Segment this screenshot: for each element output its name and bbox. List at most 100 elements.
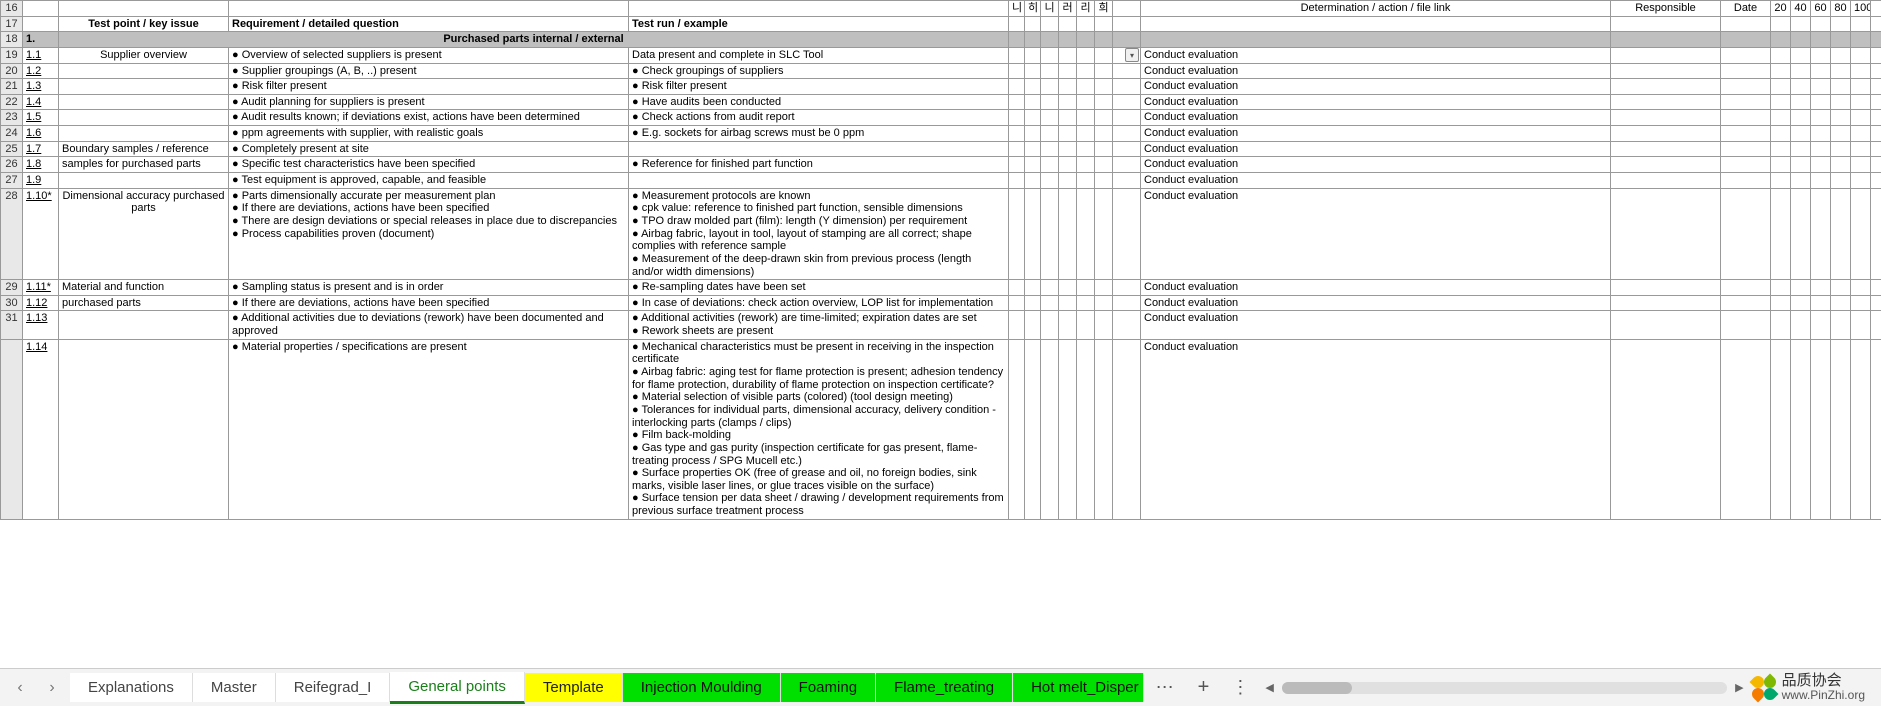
dropdown-cell[interactable] <box>1113 126 1141 142</box>
sheet-tab[interactable]: Hot melt_Disper <box>1013 673 1144 702</box>
sheet-tab[interactable]: Master <box>193 673 276 702</box>
row-id: 1.4 <box>23 94 59 110</box>
sheet-tab[interactable]: Flame_treating <box>876 673 1013 702</box>
test-point-cell: samples for purchased parts <box>59 157 229 173</box>
gap-cell <box>1871 280 1881 296</box>
table-row[interactable]: 311.13● Additional activities due to dev… <box>1 311 1881 339</box>
test-point-cell <box>59 311 229 339</box>
determination-cell: Conduct evaluation <box>1141 79 1611 95</box>
narrow-cell <box>1041 157 1059 173</box>
narrow-cell <box>1059 47 1077 63</box>
dropdown-cell[interactable] <box>1113 94 1141 110</box>
add-sheet-button[interactable]: + <box>1188 676 1220 699</box>
test-run-cell: ● Additional activities (rework) are tim… <box>629 311 1009 339</box>
spreadsheet-grid[interactable]: 16 니 히 니 러 리 희 Determination / action / … <box>0 0 1881 520</box>
row-number[interactable]: 17 <box>1 16 23 32</box>
responsible-cell <box>1611 280 1721 296</box>
percent-cell <box>1811 173 1831 189</box>
dropdown-cell[interactable] <box>1113 63 1141 79</box>
hscroll-left[interactable]: ◀ <box>1261 681 1277 694</box>
percent-cell <box>1831 94 1851 110</box>
table-row[interactable]: 231.5● Audit results known; if deviation… <box>1 110 1881 126</box>
narrow-cell <box>1095 79 1113 95</box>
date-cell <box>1721 47 1771 63</box>
requirement-cell: ● Test equipment is approved, capable, a… <box>229 173 629 189</box>
table-row[interactable]: 221.4● Audit planning for suppliers is p… <box>1 94 1881 110</box>
gap-cell <box>1871 79 1881 95</box>
dropdown-cell[interactable] <box>1113 280 1141 296</box>
dropdown-cell[interactable] <box>1113 110 1141 126</box>
responsible-cell <box>1611 157 1721 173</box>
test-run-cell: ● Mechanical characteristics must be pre… <box>629 339 1009 519</box>
table-row[interactable]: 241.6● ppm agreements with supplier, wit… <box>1 126 1881 142</box>
dropdown-cell[interactable] <box>1113 188 1141 279</box>
percent-cell <box>1811 94 1831 110</box>
requirement-cell: ● Audit planning for suppliers is presen… <box>229 94 629 110</box>
narrow-cell <box>1025 126 1041 142</box>
tabs-overflow[interactable]: ⋯ <box>1148 677 1184 698</box>
requirement-cell: ● Supplier groupings (A, B, ..) present <box>229 63 629 79</box>
header-percent: 80 <box>1831 1 1851 17</box>
table-row[interactable]: 301.12purchased parts● If there are devi… <box>1 295 1881 311</box>
sheet-tab[interactable]: General points <box>390 672 525 704</box>
percent-cell <box>1791 339 1811 519</box>
percent-cell <box>1771 157 1791 173</box>
row-number: 21 <box>1 79 23 95</box>
dropdown-cell[interactable] <box>1113 339 1141 519</box>
sheet-tab[interactable]: Explanations <box>70 673 193 702</box>
test-point-cell <box>59 79 229 95</box>
sheet-tab[interactable]: Template <box>525 673 623 702</box>
percent-cell <box>1771 295 1791 311</box>
narrow-cell <box>1095 157 1113 173</box>
table-row[interactable]: 281.10*Dimensional accuracy purchased pa… <box>1 188 1881 279</box>
row-number[interactable]: 18 <box>1 32 23 48</box>
table-row[interactable]: 271.9● Test equipment is approved, capab… <box>1 173 1881 189</box>
gap-cell <box>1871 110 1881 126</box>
table-row[interactable]: 191.1Supplier overview● Overview of sele… <box>1 47 1881 63</box>
table-row[interactable]: 251.7Boundary samples / reference● Compl… <box>1 141 1881 157</box>
percent-cell <box>1771 173 1791 189</box>
narrow-cell <box>1077 280 1095 296</box>
row-number: 30 <box>1 295 23 311</box>
table-row[interactable]: 211.3● Risk filter present● Risk filter … <box>1 79 1881 95</box>
dropdown-cell[interactable] <box>1113 311 1141 339</box>
dropdown-cell[interactable] <box>1113 141 1141 157</box>
table-row[interactable]: 291.11*Material and function● Sampling s… <box>1 280 1881 296</box>
narrow-header: 리 <box>1077 1 1095 17</box>
tab-nav-prev[interactable]: ‹ <box>6 674 34 702</box>
table-row[interactable]: 201.2● Supplier groupings (A, B, ..) pre… <box>1 63 1881 79</box>
tab-menu[interactable]: ⋮ <box>1223 677 1257 698</box>
percent-cell <box>1791 173 1811 189</box>
sheet-tab[interactable]: Reifegrad_I <box>276 673 391 702</box>
determination-cell: Conduct evaluation <box>1141 141 1611 157</box>
table-row[interactable]: 1.14● Material properties / specificatio… <box>1 339 1881 519</box>
percent-cell <box>1831 63 1851 79</box>
dropdown-cell[interactable] <box>1113 295 1141 311</box>
hscroll-thumb[interactable] <box>1282 682 1352 694</box>
percent-cell <box>1831 110 1851 126</box>
header-percent: 20 <box>1771 1 1791 17</box>
narrow-cell <box>1025 141 1041 157</box>
dropdown-cell[interactable] <box>1113 157 1141 173</box>
tab-nav-next[interactable]: › <box>38 674 66 702</box>
dropdown-cell[interactable]: ▾ <box>1113 47 1141 63</box>
requirement-cell: ● Audit results known; if deviations exi… <box>229 110 629 126</box>
table-row[interactable]: 261.8samples for purchased parts● Specif… <box>1 157 1881 173</box>
percent-cell <box>1811 141 1831 157</box>
sheet-tab[interactable]: Injection Moulding <box>623 673 781 702</box>
row-number[interactable]: 16 <box>1 1 23 17</box>
sheet-tab[interactable]: Foaming <box>781 673 876 702</box>
percent-cell <box>1791 63 1811 79</box>
row-number: 20 <box>1 63 23 79</box>
chevron-down-icon[interactable]: ▾ <box>1125 48 1139 62</box>
narrow-cell <box>1041 141 1059 157</box>
hscroll-right[interactable]: ▶ <box>1731 681 1747 694</box>
dropdown-cell[interactable] <box>1113 79 1141 95</box>
narrow-cell <box>1025 311 1041 339</box>
narrow-cell <box>1059 295 1077 311</box>
percent-cell <box>1831 311 1851 339</box>
dropdown-cell[interactable] <box>1113 173 1141 189</box>
percent-cell <box>1771 311 1791 339</box>
percent-cell <box>1791 141 1811 157</box>
horizontal-scrollbar[interactable] <box>1282 682 1727 694</box>
